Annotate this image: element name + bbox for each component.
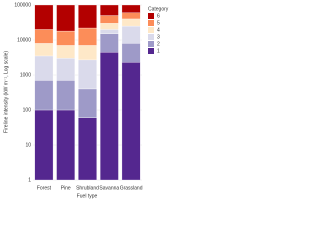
legend-label: 2 bbox=[157, 41, 160, 47]
legend-swatch bbox=[148, 34, 154, 40]
bar-segment bbox=[34, 43, 54, 57]
bar-segment bbox=[78, 59, 97, 90]
legend-label: 3 bbox=[157, 34, 160, 40]
bar-segment bbox=[99, 4, 119, 16]
bar-segment bbox=[34, 55, 54, 81]
bar-segment bbox=[34, 109, 54, 181]
bar-segment bbox=[99, 51, 119, 181]
bar-segment bbox=[121, 25, 141, 44]
bar-segment bbox=[56, 4, 76, 32]
bar-segment bbox=[121, 18, 141, 27]
y-tick-label: 10 bbox=[25, 142, 31, 148]
x-tick-label: Forest bbox=[37, 185, 52, 191]
x-tick-label: Savanna bbox=[99, 185, 119, 191]
y-tick-label: 100000 bbox=[14, 2, 31, 8]
legend-label: 4 bbox=[157, 27, 160, 33]
bar-segment bbox=[99, 23, 119, 30]
bar-segment bbox=[99, 29, 119, 34]
bar-segment bbox=[56, 58, 76, 81]
bar-segment bbox=[78, 45, 97, 61]
legend-swatch bbox=[148, 27, 154, 33]
bar-segment bbox=[34, 80, 54, 111]
legend-label: 6 bbox=[157, 13, 160, 19]
x-axis-label: Fuel type bbox=[77, 193, 98, 199]
chart: Fuel type Fireline intensity (kW m⁻¹, Lo… bbox=[3, 2, 169, 199]
bar-segment bbox=[78, 88, 97, 118]
legend-swatch bbox=[148, 48, 154, 54]
x-tick-label: Grassland bbox=[120, 185, 143, 191]
bar-segment bbox=[99, 15, 119, 24]
y-axis-label: Fireline intensity (kW m⁻¹, Log scale) bbox=[3, 51, 9, 133]
bar-segment bbox=[56, 45, 76, 59]
x-tick-label: Shrubland bbox=[76, 185, 99, 191]
bar-segment bbox=[34, 29, 54, 44]
bar-segment bbox=[121, 4, 141, 13]
bar-segment bbox=[99, 33, 119, 53]
bar-segment bbox=[121, 62, 141, 181]
bar-segment bbox=[121, 12, 141, 20]
legend-swatch bbox=[148, 13, 154, 19]
bar-segment bbox=[78, 4, 97, 29]
bar-segment bbox=[56, 109, 76, 181]
y-tick-label: 10000 bbox=[17, 37, 31, 43]
bar-segment bbox=[78, 117, 97, 181]
legend-swatch bbox=[148, 41, 154, 47]
x-tick-label: Pine bbox=[61, 185, 71, 191]
legend-label: 1 bbox=[157, 48, 160, 54]
y-tick-label: 100 bbox=[23, 107, 32, 113]
legend-label: 5 bbox=[157, 20, 160, 26]
bar-segment bbox=[56, 80, 76, 111]
y-tick-label: 1000 bbox=[20, 72, 31, 78]
bar-segment bbox=[56, 30, 76, 46]
bar-segment bbox=[78, 27, 97, 46]
bar-segment bbox=[34, 4, 54, 30]
legend-swatch bbox=[148, 20, 154, 26]
y-tick-label: 1 bbox=[28, 177, 31, 183]
bar-segment bbox=[121, 43, 141, 63]
legend-title: Category bbox=[148, 6, 169, 12]
